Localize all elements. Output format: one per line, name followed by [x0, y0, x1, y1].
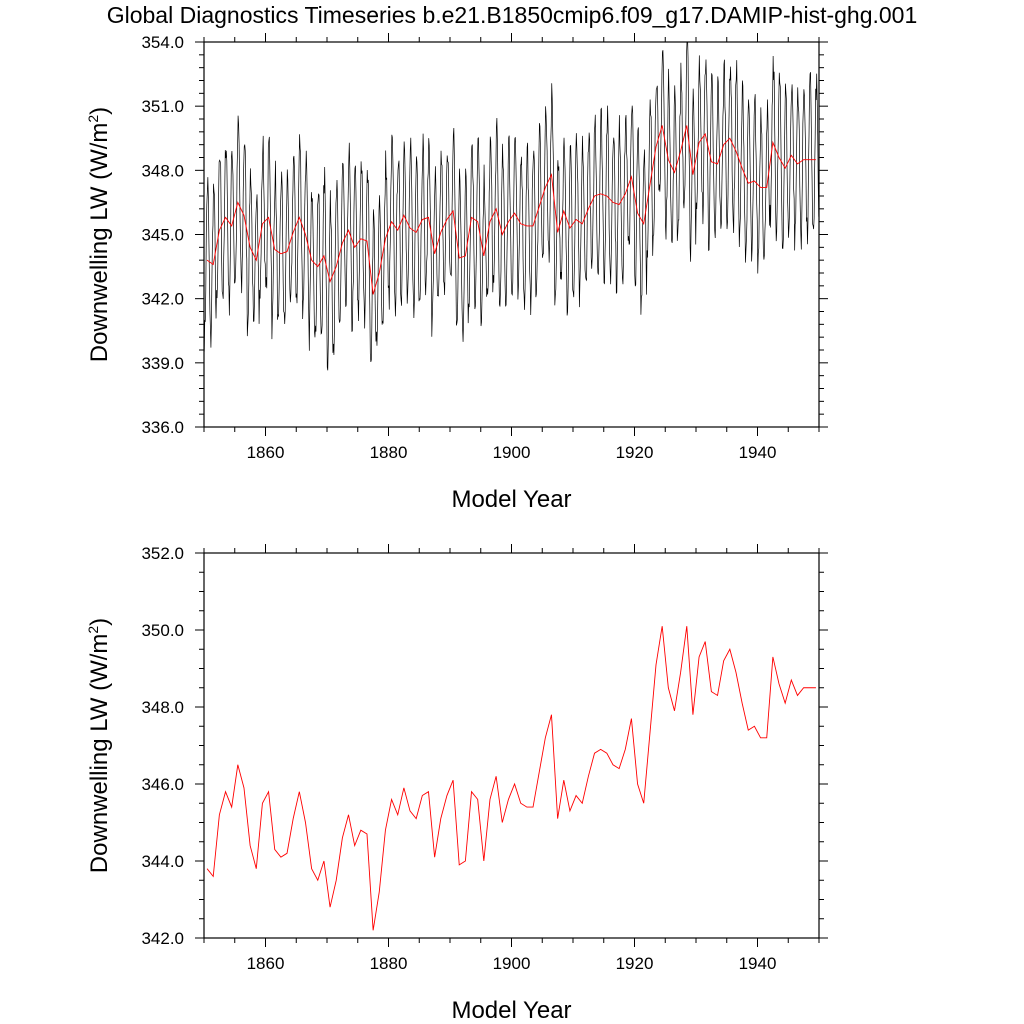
x-tick-label: 1860	[247, 443, 285, 462]
x-tick-label: 1940	[739, 954, 777, 973]
y-tick-label: 346.0	[141, 775, 184, 794]
x-tick-label: 1920	[616, 443, 654, 462]
y-tick-label: 354.0	[141, 33, 184, 52]
y-tick-label: 336.0	[141, 418, 184, 437]
y-tick-label: 350.0	[141, 621, 184, 640]
y-axis-title: Downwelling LW (W/m2)	[85, 618, 113, 873]
y-axis-title: Downwelling LW (W/m2)	[85, 107, 113, 362]
plot-frame	[203, 41, 820, 428]
chart-panel-2: 1860 1880 1900 1920 1940 342.0 344.0 346.0 348.0…	[85, 544, 828, 1024]
y-tick-label: 345.0	[141, 226, 184, 245]
x-tick-label: 1880	[370, 954, 408, 973]
y-tick-label: 348.0	[141, 161, 184, 180]
x-tick-label: 1860	[247, 954, 285, 973]
y-tick-label: 342.0	[141, 290, 184, 309]
x-tick-label: 1940	[739, 443, 777, 462]
series-line-annual	[206, 125, 816, 295]
y-tick-label: 342.0	[141, 929, 184, 948]
y-tick-label: 352.0	[141, 544, 184, 563]
x-tick-label: 1920	[616, 954, 654, 973]
x-axis-title: Model Year	[451, 486, 571, 513]
axis-ticks	[195, 544, 828, 947]
axis-ticks	[195, 33, 828, 436]
x-tick-label: 1880	[370, 443, 408, 462]
x-tick-label: 1900	[493, 443, 531, 462]
page-title: Global Diagnostics Timeseries b.e21.B185…	[106, 2, 918, 28]
y-tick-label: 348.0	[141, 698, 184, 717]
plot-frame	[203, 552, 820, 939]
y-tick-label: 344.0	[141, 852, 184, 871]
y-tick-label: 339.0	[141, 354, 184, 373]
series-line-monthly	[204, 42, 819, 371]
chart-panel-1: 1860 1880 1900 1920 1940 336.0 339.0 342.0 345.0…	[85, 33, 828, 513]
x-axis-title: Model Year	[451, 997, 571, 1024]
y-tick-label: 351.0	[141, 97, 184, 116]
series-line-annual	[206, 626, 816, 931]
x-tick-label: 1900	[493, 954, 531, 973]
